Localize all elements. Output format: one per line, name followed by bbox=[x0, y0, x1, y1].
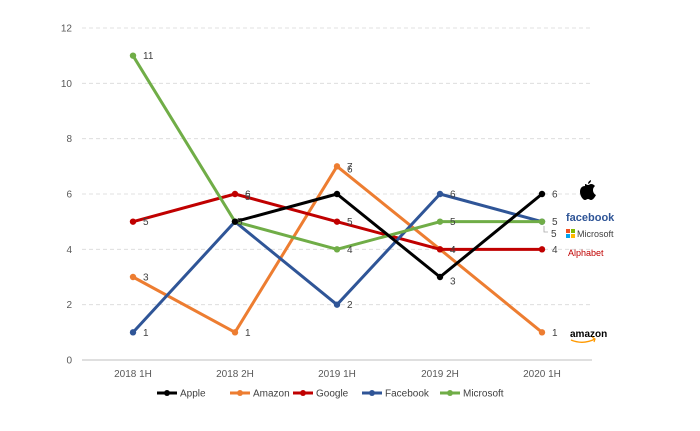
x-tick-label: 2019 2H bbox=[421, 369, 459, 380]
data-label-apple: 6 bbox=[552, 190, 558, 201]
legend: Apple Amazon Google Facebook Microsoft bbox=[157, 389, 504, 400]
data-label-apple: 3 bbox=[450, 277, 456, 288]
legend-marker-apple bbox=[164, 390, 170, 396]
facebook-logo: facebook bbox=[566, 212, 615, 224]
data-point-facebook bbox=[333, 301, 341, 308]
legend-marker-amazon bbox=[237, 390, 243, 396]
data-point-apple bbox=[333, 190, 341, 198]
data-label-microsoft: 5 bbox=[551, 229, 557, 240]
alphabet-logo: Alphabet bbox=[568, 248, 604, 258]
legend-item-facebook: Facebook bbox=[362, 389, 430, 400]
company-logos: facebook Microsoft Alphabet amazon bbox=[566, 180, 615, 343]
data-point-microsoft bbox=[538, 218, 546, 225]
series-line-apple bbox=[234, 192, 543, 279]
y-tick-label: 8 bbox=[66, 134, 72, 145]
data-point-apple bbox=[436, 273, 444, 281]
data-label-amazon: 1 bbox=[245, 328, 251, 339]
data-label-facebook: 6 bbox=[450, 190, 456, 201]
data-label-facebook: 5 bbox=[552, 217, 558, 228]
data-point-google bbox=[333, 218, 341, 225]
data-label-google: 5 bbox=[347, 217, 353, 228]
legend-item-amazon: Amazon bbox=[230, 389, 290, 400]
legend-label-amazon: Amazon bbox=[253, 389, 290, 400]
data-point-google bbox=[436, 246, 444, 253]
data-label-apple: 5 bbox=[245, 192, 251, 203]
data-point-apple bbox=[231, 218, 239, 225]
amazon-logo: amazon bbox=[570, 329, 607, 343]
legend-label-apple: Apple bbox=[180, 389, 206, 400]
data-label-amazon: 7 bbox=[347, 162, 353, 173]
legend-item-google: Google bbox=[293, 389, 349, 400]
y-tick-label: 10 bbox=[61, 79, 73, 90]
leader-line bbox=[543, 226, 548, 233]
legend-marker-microsoft bbox=[447, 390, 453, 396]
microsoft-logo-text: Microsoft bbox=[577, 229, 614, 239]
data-point-apple bbox=[538, 190, 546, 198]
y-tick-label: 0 bbox=[66, 356, 72, 367]
y-tick-label: 4 bbox=[66, 245, 72, 256]
data-label-google: 5 bbox=[143, 217, 149, 228]
apple-logo bbox=[580, 180, 596, 200]
y-tick-label: 12 bbox=[61, 24, 73, 35]
data-point-facebook bbox=[436, 190, 444, 198]
legend-marker-facebook bbox=[369, 390, 375, 396]
data-label-google: 4 bbox=[552, 245, 558, 256]
data-label-google: 4 bbox=[450, 245, 456, 256]
data-point-facebook bbox=[129, 329, 137, 336]
x-tick-label: 2019 1H bbox=[318, 369, 356, 380]
legend-label-google: Google bbox=[316, 389, 349, 400]
data-label-amazon: 4 bbox=[450, 245, 456, 256]
legend-label-microsoft: Microsoft bbox=[463, 389, 504, 400]
legend-label-facebook: Facebook bbox=[385, 389, 430, 400]
data-point-google bbox=[231, 190, 239, 198]
data-label-facebook: 2 bbox=[347, 300, 353, 311]
data-point-microsoft bbox=[333, 246, 341, 253]
data-label-microsoft: 11 bbox=[143, 51, 154, 62]
x-tick-label: 2018 2H bbox=[216, 369, 254, 380]
series-lines bbox=[129, 52, 546, 336]
data-point-google bbox=[538, 246, 546, 253]
legend-item-microsoft: Microsoft bbox=[440, 389, 504, 400]
data-label-amazon: 1 bbox=[552, 328, 558, 339]
data-label-microsoft: 5 bbox=[237, 217, 243, 228]
data-point-amazon bbox=[129, 273, 137, 281]
y-tick-label: 6 bbox=[66, 190, 72, 201]
data-point-amazon bbox=[231, 329, 239, 336]
data-label-google: 6 bbox=[245, 190, 251, 201]
data-label-microsoft: 5 bbox=[450, 217, 456, 228]
legend-marker-google bbox=[300, 390, 306, 396]
legend-item-apple: Apple bbox=[157, 389, 206, 400]
x-tick-label: 2018 1H bbox=[114, 369, 152, 380]
data-label-microsoft: 4 bbox=[347, 245, 353, 256]
amazon-logo-text: amazon bbox=[570, 329, 607, 340]
data-point-microsoft bbox=[129, 52, 137, 59]
data-point-amazon bbox=[333, 163, 341, 170]
microsoft-logo: Microsoft bbox=[566, 229, 614, 239]
data-point-amazon bbox=[538, 329, 546, 336]
data-label-apple: 6 bbox=[347, 165, 353, 176]
data-label-facebook: 1 bbox=[143, 328, 149, 339]
x-tick-label: 2020 1H bbox=[523, 369, 561, 380]
y-tick-label: 2 bbox=[66, 300, 72, 311]
data-point-microsoft bbox=[436, 218, 444, 225]
data-point-google bbox=[129, 218, 137, 225]
data-label-amazon: 3 bbox=[143, 273, 149, 284]
